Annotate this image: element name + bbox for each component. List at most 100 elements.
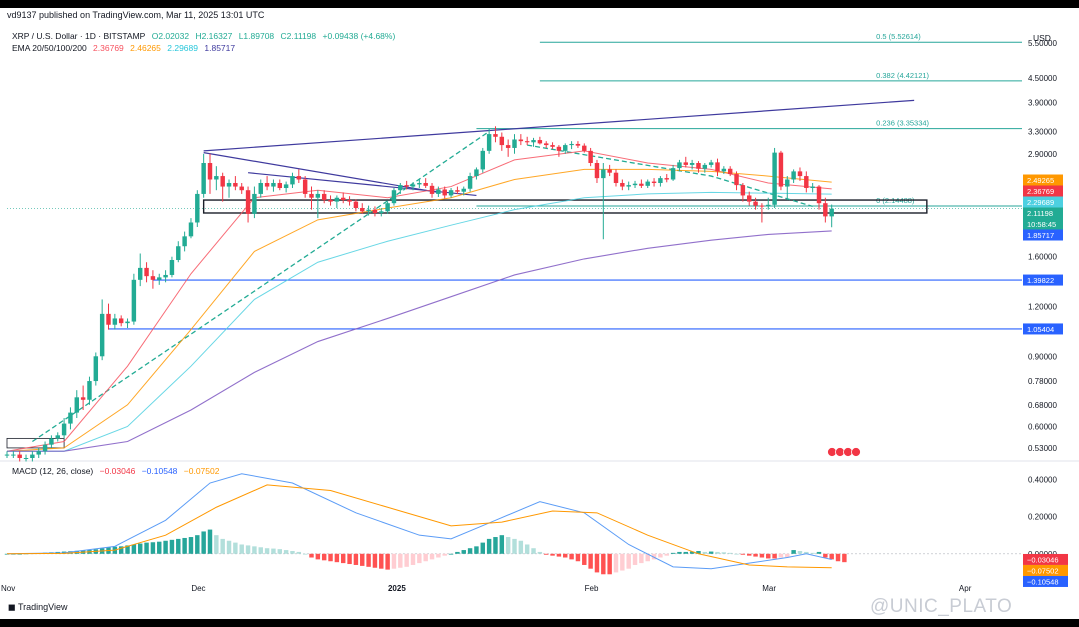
macd-histogram-bar: [150, 542, 156, 554]
macd-histogram-bar: [315, 553, 321, 560]
macd-histogram-bar: [188, 537, 194, 554]
candle-body: [455, 190, 460, 192]
candle-body: [277, 182, 283, 189]
price-tick-label: 0.90000: [1028, 352, 1057, 361]
candle-body: [417, 182, 422, 185]
candle-body: [480, 150, 486, 170]
candle-body: [87, 381, 92, 400]
symbol-legend[interactable]: XRP / U.S. Dollar · 1D · BITSTAMP O2.020…: [12, 31, 399, 41]
macd-histogram-bar: [829, 553, 834, 560]
macd-histogram-bar: [651, 553, 657, 560]
macd-histogram-bar: [670, 552, 676, 554]
ohlc-change: +0.09438 (+4.68%): [322, 31, 396, 41]
ema20-line: [6, 150, 832, 452]
candle-body: [188, 222, 194, 237]
price-badge-label: 10:58:45: [1027, 220, 1056, 229]
candle-body: [366, 209, 371, 212]
macd-histogram-bar: [766, 553, 771, 559]
macd-histogram-bar: [639, 553, 644, 564]
ema-label: EMA 20/50/100/200: [12, 43, 87, 53]
candle-body: [296, 176, 302, 180]
candle-body: [582, 145, 587, 151]
tradingview-logo[interactable]: ◼ TradingView: [8, 602, 68, 613]
macd-histogram-bar: [524, 544, 530, 554]
candle-body: [810, 186, 815, 189]
candle-body: [74, 397, 80, 413]
ema200-value: 1.85717: [204, 43, 236, 53]
candle-body: [214, 176, 219, 180]
candle-body: [106, 313, 111, 325]
candle-body: [778, 152, 784, 187]
candle-body: [708, 162, 714, 165]
ema-legend[interactable]: EMA 20/50/100/200 2.36769 2.46265 2.2968…: [12, 43, 239, 53]
candle-body: [493, 134, 498, 137]
macd-histogram-bar: [379, 553, 384, 569]
candle-body: [677, 162, 682, 169]
candle-body: [620, 182, 625, 187]
macd-histogram-bar: [226, 540, 232, 554]
macd-label: MACD (12, 26, close): [12, 466, 94, 476]
candle-body: [290, 176, 295, 185]
x-tick-label: 2025: [388, 584, 406, 593]
tv-logo-text: TradingView: [17, 602, 68, 612]
x-tick-label: Dec: [191, 584, 205, 593]
macd-histogram-bar: [137, 543, 143, 554]
macd-histogram-bar: [271, 548, 276, 554]
candle-body: [220, 176, 225, 187]
price-tick-label: 0.68000: [1028, 401, 1057, 410]
candle-body: [563, 145, 568, 151]
x-tick-label: Nov: [1, 584, 15, 593]
ohlc-open: O2.02032: [151, 31, 190, 41]
macd-histogram-bar: [563, 553, 568, 558]
macd-histogram-bar: [372, 553, 378, 568]
candle-body: [791, 171, 796, 180]
macd-histogram-bar: [835, 553, 841, 562]
macd-histogram-bar: [753, 553, 758, 557]
macd-histogram-bar: [125, 545, 130, 554]
candle-body: [93, 356, 99, 382]
candle-body: [137, 267, 143, 280]
macd-histogram-bar: [264, 548, 270, 554]
macd-histogram-bar: [328, 553, 333, 562]
macd-histogram-bar: [448, 553, 454, 555]
macd-histogram-bar: [550, 553, 555, 556]
candle-body: [309, 193, 314, 198]
macd-legend[interactable]: MACD (12, 26, close) −0.03046 −0.10548 −…: [12, 466, 223, 476]
candle-body: [702, 164, 708, 169]
macd-histogram-bar: [283, 550, 289, 554]
macd-histogram-bar: [601, 553, 606, 575]
macd-histogram-bar: [131, 544, 137, 554]
candle-body: [182, 236, 187, 247]
candle-body: [442, 189, 447, 196]
macd-histogram-bar: [677, 551, 682, 554]
candle-body: [4, 454, 10, 456]
candle-body: [328, 200, 333, 202]
candle-body: [823, 203, 828, 217]
falling-trendline-2: [248, 172, 477, 197]
candle-body: [664, 178, 669, 180]
macd-histogram-bar: [842, 553, 847, 563]
price-tick-label: 0.78000: [1028, 377, 1057, 386]
candle-body: [17, 454, 22, 458]
macd-histogram-bar: [461, 550, 466, 554]
candle-body: [759, 205, 765, 207]
candle-body: [360, 208, 365, 212]
macd-histogram-bar: [607, 553, 612, 575]
candle-body: [264, 182, 270, 187]
candle-body: [651, 181, 657, 183]
candle-body: [727, 168, 733, 175]
price-tick-label: 1.20000: [1028, 303, 1057, 312]
candle-body: [613, 172, 619, 183]
candle-body: [340, 197, 346, 201]
candle-body: [772, 152, 777, 205]
candle-body: [195, 193, 200, 223]
macd-histogram-bar: [309, 553, 314, 558]
candle-body: [423, 182, 428, 186]
macd-histogram-bar: [740, 553, 746, 555]
macd-histogram-bar: [772, 553, 777, 559]
macd-histogram-bar: [620, 553, 625, 571]
price-badge: [1023, 218, 1063, 230]
price-pane: 0.5 (5.52614) 0.382 (4.42121) 0.236 (3.353…: [4, 32, 1022, 462]
published-note: vd9137 published on TradingView.com, Mar…: [7, 10, 265, 20]
